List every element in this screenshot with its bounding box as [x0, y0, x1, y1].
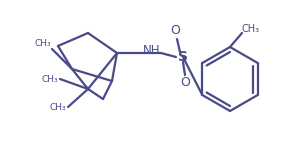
- Text: CH₃: CH₃: [50, 103, 66, 112]
- Text: NH: NH: [143, 45, 161, 58]
- Text: O: O: [170, 25, 180, 38]
- Text: CH₃: CH₃: [242, 24, 260, 34]
- Text: CH₃: CH₃: [35, 39, 51, 49]
- Text: S: S: [178, 50, 188, 64]
- Text: O: O: [180, 77, 190, 90]
- Text: CH₃: CH₃: [42, 74, 58, 83]
